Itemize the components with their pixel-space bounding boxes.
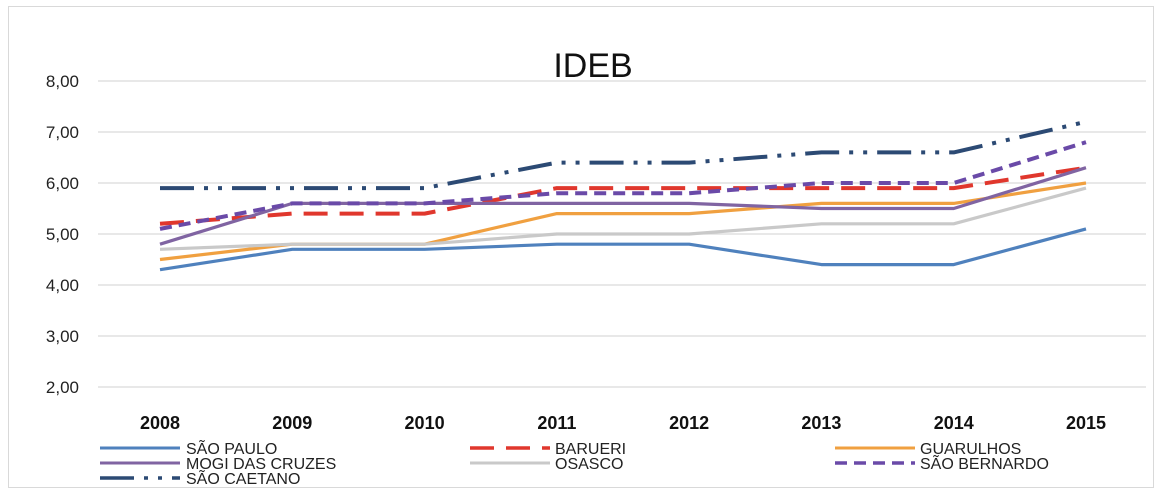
series-line-5: [159, 140, 1087, 231]
legend-label: GUARULHOS: [920, 441, 1021, 458]
legend-item: SÃO BERNARDO: [835, 453, 1049, 473]
x-tick-label: 2013: [801, 413, 841, 433]
legend-label: MOGI DAS CRUZES: [186, 456, 336, 473]
legend-item: BARUERI: [470, 441, 626, 458]
legend-label: BARUERI: [555, 441, 626, 458]
series-line-1: [159, 165, 1087, 226]
series-lines: [159, 119, 1087, 272]
legend-item: OSASCO: [470, 456, 623, 473]
x-tick-label: 2012: [669, 413, 709, 433]
y-tick-label: 2,00: [46, 378, 79, 397]
x-axis-ticks: 2008 2009 2010 2011 2012 2013 2014 2015: [140, 413, 1106, 433]
y-tick-label: 4,00: [46, 276, 79, 295]
y-tick-label: 6,00: [46, 174, 79, 193]
y-tick-label: 3,00: [46, 327, 79, 346]
legend-label: OSASCO: [555, 456, 623, 473]
y-axis-ticks: 2,00 3,00 4,00 5,00 6,00 7,00 8,00: [46, 72, 79, 397]
legend-label: SÃO CAETANO: [186, 468, 300, 488]
x-tick-label: 2011: [537, 413, 576, 433]
legend: SÃO PAULO BARUERI GUARULHOS MOGI DAS CRUZES…: [100, 438, 1049, 488]
legend-label: SÃO BERNARDO: [920, 453, 1049, 473]
legend-item: MOGI DAS CRUZES: [100, 456, 336, 473]
y-tick-label: 8,00: [46, 72, 79, 91]
series-line-6: [160, 119, 1087, 191]
chart-title: IDEB: [553, 47, 632, 85]
series-line-0: [159, 227, 1087, 272]
x-tick-label: 2008: [140, 413, 180, 433]
x-tick-label: 2014: [934, 413, 974, 433]
legend-label: SÃO PAULO: [186, 438, 277, 458]
legend-item: SÃO CAETANO: [100, 468, 300, 488]
series-line-4: [159, 186, 1087, 251]
grid-lines: [98, 80, 1146, 388]
x-tick-label: 2009: [272, 413, 312, 433]
x-tick-label: 2010: [405, 413, 445, 433]
y-tick-label: 7,00: [46, 123, 79, 142]
legend-item: SÃO PAULO: [100, 438, 277, 458]
y-tick-label: 5,00: [46, 225, 79, 244]
x-tick-label: 2015: [1066, 413, 1106, 433]
legend-item: GUARULHOS: [835, 441, 1021, 458]
